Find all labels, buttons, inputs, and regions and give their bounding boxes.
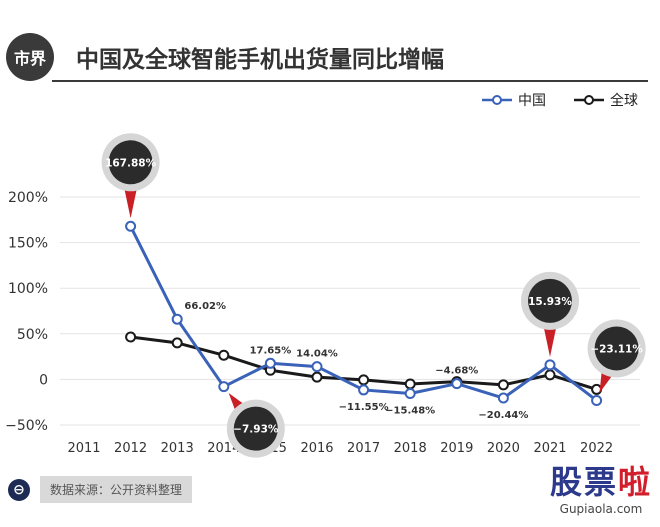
callout-bubble	[233, 406, 278, 451]
data-point-global	[544, 369, 556, 381]
legend-label-china: 中国	[518, 93, 546, 109]
data-label: 66.02%	[184, 301, 226, 312]
watermark-accent: 啦	[617, 463, 652, 501]
data-point-china	[264, 357, 276, 369]
x-tick-label: 2016	[300, 441, 333, 456]
data-point-china	[544, 359, 556, 371]
data-point-global	[497, 379, 509, 391]
y-tick-label: 50%	[17, 327, 48, 343]
callout-bubble	[108, 140, 153, 185]
data-point-china	[451, 378, 463, 390]
legend-item-china: 中国	[482, 90, 546, 110]
data-label: 17.65%	[250, 345, 292, 356]
data-point-china	[125, 220, 137, 232]
data-point-china	[497, 392, 509, 404]
legend-swatch-global	[574, 95, 604, 105]
data-label: −20.44%	[478, 410, 528, 421]
watermark-url: Gupiaola.com	[559, 502, 643, 516]
x-tick-label: 2021	[533, 441, 566, 456]
x-tick-label: 2013	[161, 441, 194, 456]
source-note: ⊖ 数据来源：公开资料整理	[8, 476, 193, 503]
title-divider	[52, 80, 648, 82]
data-label: −15.48%	[385, 406, 435, 417]
data-point-china	[311, 361, 323, 373]
x-tick-label: 2019	[440, 441, 473, 456]
y-tick-label: 150%	[8, 236, 48, 252]
callout-label: −7.93%	[233, 424, 279, 436]
x-tick-label: 2022	[580, 441, 613, 456]
callout-label: 15.93%	[528, 296, 572, 308]
data-point-global	[311, 371, 323, 383]
chart-title: 中国及全球智能手机出货量同比增幅	[76, 47, 444, 73]
data-point-china	[171, 313, 183, 325]
data-point-china	[218, 381, 230, 393]
legend-swatch-china	[482, 95, 512, 105]
y-tick-label: 200%	[8, 190, 48, 206]
x-tick-label: 2018	[394, 441, 427, 456]
data-point-china	[591, 394, 603, 406]
legend-label-global: 全球	[610, 93, 638, 109]
legend: 中国 全球	[482, 90, 638, 110]
source-icon: ⊖	[8, 478, 30, 501]
data-point-china	[404, 388, 416, 400]
callout-label: 167.88%	[105, 157, 157, 169]
data-point-global	[218, 349, 230, 361]
callout-bubble	[594, 326, 639, 371]
data-point-global	[404, 378, 416, 390]
y-tick-label: 0	[39, 372, 48, 388]
x-tick-label: 2017	[347, 441, 380, 456]
source-text: 数据来源：公开资料整理	[40, 476, 193, 503]
x-tick-label: 2012	[114, 441, 147, 456]
callout-label: −23.11%	[590, 343, 643, 355]
data-label: −11.55%	[339, 402, 389, 413]
data-point-global	[358, 374, 370, 386]
y-tick-label: −50%	[5, 418, 48, 434]
data-label: 14.04%	[296, 349, 338, 360]
callout-bubble	[528, 278, 572, 323]
data-label: −4.68%	[435, 366, 478, 377]
x-tick-label: 2020	[487, 441, 520, 456]
watermark: 股票啦 Gupiaola.com	[550, 466, 652, 516]
watermark-main: 股票	[549, 463, 618, 501]
y-tick-label: 100%	[8, 281, 48, 297]
x-tick-label: 2011	[67, 441, 100, 456]
legend-item-global: 全球	[574, 90, 638, 110]
brand-badge: 市界	[6, 33, 54, 81]
watermark-logo: 股票啦	[550, 466, 652, 498]
data-point-global	[125, 331, 137, 343]
data-point-china	[358, 384, 370, 396]
data-point-global	[171, 337, 183, 349]
